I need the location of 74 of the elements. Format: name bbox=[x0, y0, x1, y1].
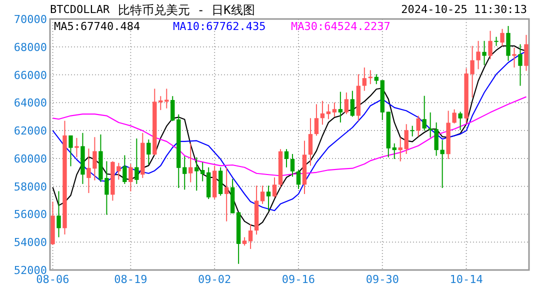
candlestick bbox=[272, 176, 277, 198]
candlestick bbox=[308, 118, 313, 166]
candlestick bbox=[146, 138, 151, 166]
y-tick-label: 70000 bbox=[14, 13, 47, 26]
x-tick-label: 10-14 bbox=[450, 273, 484, 286]
candlestick bbox=[344, 92, 349, 115]
y-tick-label: 68000 bbox=[14, 40, 47, 54]
candlestick bbox=[170, 96, 175, 122]
y-tick-label: 58000 bbox=[14, 180, 47, 194]
candlestick bbox=[476, 40, 480, 70]
candlestick bbox=[398, 136, 402, 162]
candlestick bbox=[374, 74, 379, 85]
candlestick bbox=[338, 91, 343, 123]
candlestick bbox=[362, 67, 367, 92]
y-tick-label: 54000 bbox=[14, 236, 47, 250]
candlestick bbox=[266, 185, 271, 212]
y-tick-label: 64000 bbox=[14, 96, 47, 110]
candlestick bbox=[404, 124, 408, 154]
chart-title: BTCDOLLAR bbox=[50, 3, 110, 16]
candlestick bbox=[482, 40, 486, 66]
x-tick-label: 09-30 bbox=[366, 273, 399, 286]
candlestick bbox=[164, 88, 169, 109]
x-tick-label: 09-02 bbox=[198, 273, 232, 286]
candlestick bbox=[182, 156, 187, 190]
candlestick bbox=[290, 153, 295, 178]
x-tick-label: 08-06 bbox=[36, 273, 70, 286]
y-tick-label: 60000 bbox=[14, 152, 47, 166]
candlestick bbox=[122, 154, 127, 184]
candlestick bbox=[188, 142, 193, 183]
candlestick bbox=[56, 190, 61, 238]
candlestick bbox=[494, 36, 498, 46]
candlestick bbox=[224, 166, 229, 222]
candlestick bbox=[260, 185, 265, 204]
candlestick bbox=[314, 104, 319, 136]
candlestick bbox=[134, 138, 139, 184]
candlestick bbox=[194, 156, 199, 192]
candlestick bbox=[284, 148, 289, 168]
candlestick bbox=[248, 223, 253, 250]
text: MA10:67762.435 bbox=[173, 20, 266, 33]
y-tick-label: 66000 bbox=[14, 68, 47, 82]
candlestick bbox=[422, 95, 426, 132]
text: MA5:67740.484 bbox=[54, 20, 140, 33]
y-tick-label: 56000 bbox=[14, 208, 47, 222]
candlestick bbox=[332, 102, 337, 118]
candlestick bbox=[440, 140, 444, 189]
candlestick bbox=[158, 96, 163, 111]
candlestick bbox=[350, 90, 355, 118]
candlestick bbox=[506, 25, 510, 62]
x-tick-label: 09-16 bbox=[282, 273, 316, 286]
chart-subtitle: 比特币兑美元 - 日K线图 bbox=[118, 3, 255, 17]
x-tick-label: 08-19 bbox=[114, 273, 148, 286]
text: MA30:64524.2237 bbox=[291, 20, 390, 33]
candlestick bbox=[326, 104, 331, 120]
candlestick bbox=[458, 111, 462, 131]
candlestick bbox=[74, 137, 79, 158]
candlestick bbox=[392, 142, 396, 160]
candlestick bbox=[218, 166, 223, 196]
y-tick-label: 62000 bbox=[14, 124, 47, 138]
line-series bbox=[52, 96, 527, 176]
candlestick bbox=[320, 100, 325, 126]
candlestick bbox=[524, 34, 528, 72]
candlestick bbox=[518, 44, 522, 86]
candlestick bbox=[68, 134, 73, 167]
candlestick bbox=[452, 108, 456, 124]
candlestick bbox=[368, 70, 373, 85]
candlestick bbox=[128, 163, 133, 192]
candlestick bbox=[410, 125, 414, 137]
candlestick bbox=[296, 170, 301, 190]
candlestick bbox=[416, 115, 420, 137]
candlestick bbox=[200, 162, 205, 182]
text: 2024-10-25 11:30:13 bbox=[401, 3, 527, 16]
candlestick bbox=[488, 30, 492, 60]
candlestick bbox=[512, 47, 516, 68]
candlestick bbox=[500, 28, 504, 46]
